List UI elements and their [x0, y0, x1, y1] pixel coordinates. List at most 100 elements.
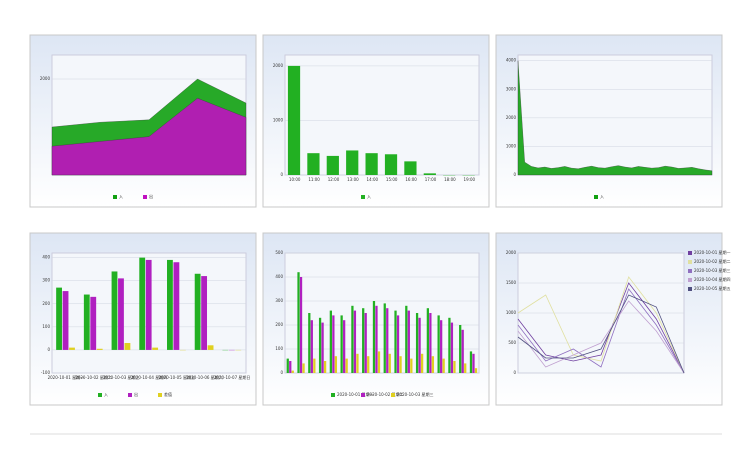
y-tick-label: 2000 — [506, 250, 517, 255]
legend-label: 出 — [134, 391, 138, 397]
bar — [464, 363, 466, 373]
y-tick-label: 1500 — [506, 280, 517, 285]
legend-swatch — [391, 393, 395, 397]
bar — [308, 313, 310, 373]
bar — [90, 297, 96, 350]
bar — [208, 345, 214, 350]
bar — [332, 315, 334, 373]
y-tick-label: 2000 — [506, 115, 517, 120]
bar — [362, 308, 364, 373]
y-tick-label: 300 — [275, 298, 283, 303]
bar — [386, 308, 388, 373]
bar — [346, 359, 348, 373]
bar — [97, 349, 103, 350]
bar — [440, 320, 442, 373]
bar — [152, 348, 158, 350]
x-tick-label: 16:00 — [405, 177, 417, 182]
bar — [389, 354, 391, 373]
bar — [327, 156, 339, 175]
x-tick-label: 19:00 — [464, 177, 476, 182]
legend-label: 差值 — [164, 391, 172, 397]
x-tick-label: 11:00 — [308, 177, 320, 182]
legend-label: 出 — [149, 193, 153, 199]
bar — [385, 154, 397, 175]
x-tick-label: 15:00 — [386, 177, 398, 182]
x-tick-label: 12:00 — [328, 177, 340, 182]
bar — [443, 359, 445, 373]
bar — [335, 356, 337, 373]
y-tick-label: 200 — [42, 301, 50, 306]
y-tick-label: 2000 — [273, 63, 284, 68]
bar — [438, 315, 440, 373]
bar — [346, 150, 358, 175]
bar — [311, 320, 313, 373]
bar — [195, 274, 201, 350]
x-tick-label: 10:00 — [289, 177, 301, 182]
bar — [429, 313, 431, 373]
bar — [470, 351, 472, 373]
bar — [302, 363, 304, 373]
bar — [367, 356, 369, 373]
y-tick-label: 4000 — [506, 58, 517, 63]
x-tick-label: 2020-10-07 星期日 — [214, 374, 251, 380]
legend-swatch — [594, 195, 598, 199]
legend-swatch — [331, 393, 335, 397]
y-tick-label: 3000 — [506, 86, 517, 91]
bar — [427, 308, 429, 373]
legend-swatch — [361, 393, 365, 397]
bar — [292, 371, 294, 373]
legend-swatch — [143, 195, 147, 199]
bar — [453, 361, 455, 373]
legend-label: 2020-10-01 星期一 — [694, 249, 731, 255]
bar — [404, 161, 416, 175]
bar — [201, 276, 207, 350]
x-tick-label: 14:00 — [367, 177, 379, 182]
bar — [139, 258, 145, 350]
bar — [297, 272, 299, 373]
bar — [84, 295, 90, 350]
legend-swatch — [688, 278, 692, 282]
y-tick-label: 1000 — [506, 143, 517, 148]
bar — [307, 153, 319, 175]
legend-swatch — [361, 195, 365, 199]
y-tick-label: 2000 — [40, 76, 51, 81]
legend-label: 入 — [119, 194, 123, 199]
y-tick-label: 500 — [508, 340, 516, 345]
bar — [112, 271, 118, 349]
bar — [288, 66, 300, 175]
legend-label: 2020-10-02 星期二 — [694, 258, 731, 264]
bar — [375, 306, 377, 373]
y-tick-label: 100 — [42, 324, 50, 329]
bar — [313, 359, 315, 373]
bar — [321, 323, 323, 373]
bar — [448, 318, 450, 373]
legend-label: 2020-10-03 星期三 — [397, 391, 434, 397]
bar — [410, 359, 412, 373]
bar — [63, 291, 69, 350]
legend-label: 入 — [367, 194, 371, 199]
legend-swatch — [688, 260, 692, 264]
bar — [319, 318, 321, 373]
y-tick-label: 200 — [275, 322, 283, 327]
bar — [424, 173, 436, 175]
bar — [399, 356, 401, 373]
bar — [397, 315, 399, 373]
legend-label: 2020-10-05 星期五 — [694, 285, 731, 291]
bar — [459, 325, 461, 373]
legend-swatch — [158, 393, 162, 397]
legend-swatch — [688, 287, 692, 291]
bar — [343, 320, 345, 373]
bar — [432, 356, 434, 373]
bar — [472, 354, 474, 373]
y-tick-label: 400 — [42, 255, 50, 260]
bar — [421, 354, 423, 373]
bar — [378, 351, 380, 373]
bar — [56, 288, 62, 350]
bar — [173, 262, 179, 350]
bar — [475, 368, 477, 373]
bar — [356, 354, 358, 373]
bar — [418, 318, 420, 373]
bar — [341, 315, 343, 373]
bar — [451, 323, 453, 373]
